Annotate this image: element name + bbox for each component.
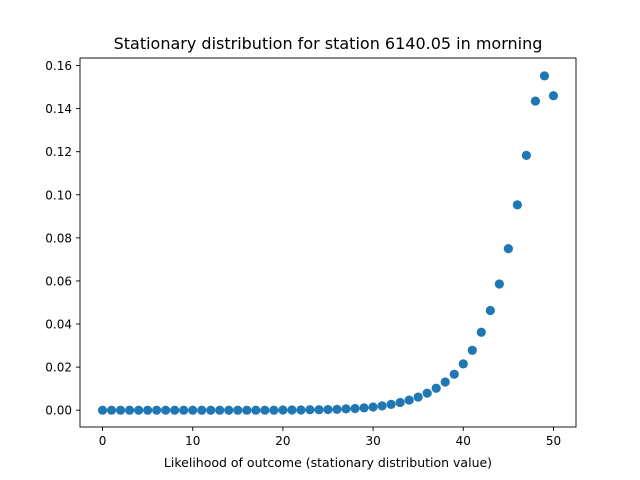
data-point: [305, 405, 315, 415]
y-tick-label: 0.00: [45, 404, 72, 418]
data-point: [287, 405, 297, 415]
data-point: [97, 405, 108, 415]
data-point: [431, 383, 441, 393]
y-tick-label: 0.02: [45, 361, 72, 375]
data-point: [197, 405, 207, 415]
y-tick-label: 0.14: [45, 102, 72, 116]
data-point: [521, 150, 532, 160]
data-point: [278, 405, 288, 415]
data-point: [251, 405, 261, 415]
data-point: [404, 395, 414, 405]
data-point: [161, 405, 171, 415]
x-tick-label: 50: [546, 434, 561, 448]
data-point: [368, 402, 378, 412]
data-point: [269, 405, 279, 415]
data-point: [494, 279, 504, 289]
y-tick-label: 0.10: [45, 188, 72, 202]
chart-title: Stationary distribution for station 6140…: [114, 34, 543, 53]
data-point: [377, 401, 387, 411]
data-point: [296, 405, 306, 415]
x-tick-label: 0: [99, 434, 107, 448]
y-tick-label: 0.08: [45, 231, 72, 245]
x-tick-label: 40: [456, 434, 471, 448]
data-point: [242, 405, 252, 415]
data-point: [440, 377, 450, 387]
data-point: [233, 405, 243, 415]
data-point: [539, 71, 550, 81]
data-point: [170, 405, 180, 415]
data-point: [314, 405, 324, 415]
x-tick-label: 30: [365, 434, 380, 448]
data-point: [115, 405, 126, 415]
data-point: [125, 405, 135, 415]
data-point: [530, 96, 541, 106]
data-point: [512, 200, 522, 210]
y-tick-label: 0.16: [45, 59, 72, 73]
data-point: [323, 404, 333, 415]
data-point: [350, 403, 360, 414]
data-point: [548, 91, 559, 101]
y-tick-label: 0.06: [45, 274, 72, 288]
data-point: [449, 369, 459, 379]
data-point: [152, 405, 162, 415]
data-point: [395, 397, 405, 408]
data-point: [422, 388, 432, 398]
x-axis-label: Likelihood of outcome (stationary distri…: [164, 455, 492, 470]
data-point: [106, 405, 117, 415]
data-point: [413, 392, 423, 402]
data-point: [467, 345, 477, 355]
data-point: [476, 327, 486, 337]
data-point: [359, 403, 369, 413]
data-point: [503, 244, 513, 254]
data-point: [188, 405, 198, 415]
data-point: [215, 405, 225, 415]
y-tick-label: 0.12: [45, 145, 72, 159]
data-point: [485, 305, 495, 316]
x-tick-label: 10: [185, 434, 200, 448]
plot-area: 0 10 20 30 40 50 0.00 0.02 0.04 0.06 0.08 0.10 0.12 0…: [45, 57, 577, 448]
data-point: [206, 405, 216, 415]
data-point: [260, 405, 270, 415]
axes-frame: [79, 57, 577, 428]
data-point: [179, 405, 189, 415]
data-point: [224, 405, 234, 415]
data-point: [332, 404, 342, 414]
data-point: [134, 405, 144, 415]
data-point: [341, 404, 351, 414]
x-tick-label: 20: [275, 434, 290, 448]
y-tick-label: 0.04: [45, 318, 72, 332]
data-point: [386, 399, 396, 409]
data-point: [143, 405, 153, 415]
data-point: [458, 359, 468, 369]
